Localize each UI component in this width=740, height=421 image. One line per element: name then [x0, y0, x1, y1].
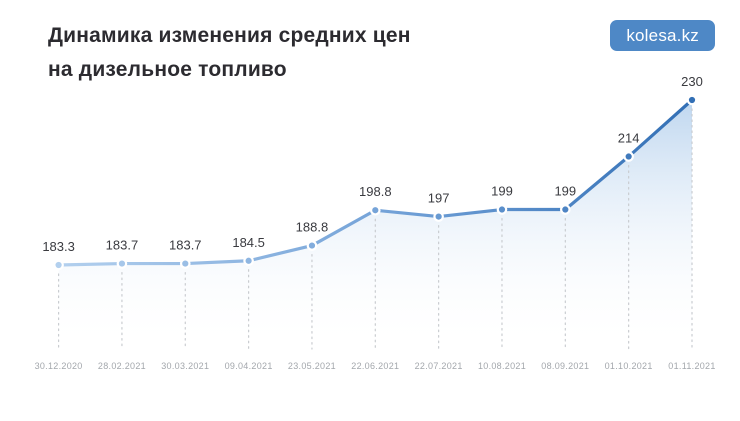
data-point-marker — [623, 151, 634, 162]
title-line-1: Динамика изменения средних цен — [48, 24, 411, 47]
value-label: 197 — [428, 191, 450, 206]
value-label: 199 — [554, 184, 576, 199]
value-label: 198.8 — [359, 184, 392, 199]
data-point-marker — [433, 211, 444, 222]
value-label: 183.3 — [42, 239, 75, 254]
brand-badge-kolesa: kolesa.kz — [610, 20, 715, 51]
value-label: 184.5 — [232, 235, 265, 250]
value-label: 188.8 — [296, 220, 329, 235]
date-label: 28.02.2021 — [98, 361, 146, 371]
data-point-marker — [179, 258, 191, 269]
data-point-marker — [306, 240, 318, 251]
data-point-marker — [686, 94, 698, 106]
date-label: 10.08.2021 — [478, 361, 526, 371]
date-label: 01.11.2021 — [668, 361, 715, 371]
title-line-2: на дизельное топливо — [48, 58, 287, 81]
date-label: 30.03.2021 — [161, 361, 209, 371]
data-point-marker — [53, 259, 64, 271]
date-label: 22.07.2021 — [415, 361, 463, 371]
data-point-marker — [116, 258, 128, 269]
data-point-marker — [560, 204, 571, 215]
date-label: 08.09.2021 — [541, 361, 589, 371]
date-label: 01.10.2021 — [605, 361, 653, 371]
data-point-marker — [369, 204, 381, 216]
date-label: 30.12.2020 — [35, 361, 83, 371]
value-label: 214 — [618, 131, 640, 146]
value-label: 183.7 — [169, 238, 202, 253]
value-label: 183.7 — [106, 238, 139, 253]
date-label: 23.05.2021 — [288, 361, 336, 371]
date-label: 09.04.2021 — [225, 361, 273, 371]
page-title: Динамика изменения средних цен на дизель… — [48, 19, 411, 87]
date-label: 22.06.2021 — [351, 361, 399, 371]
data-point-marker — [496, 204, 508, 215]
value-label: 199 — [491, 184, 513, 199]
data-point-marker — [243, 255, 254, 267]
value-label: 230 — [681, 74, 703, 89]
